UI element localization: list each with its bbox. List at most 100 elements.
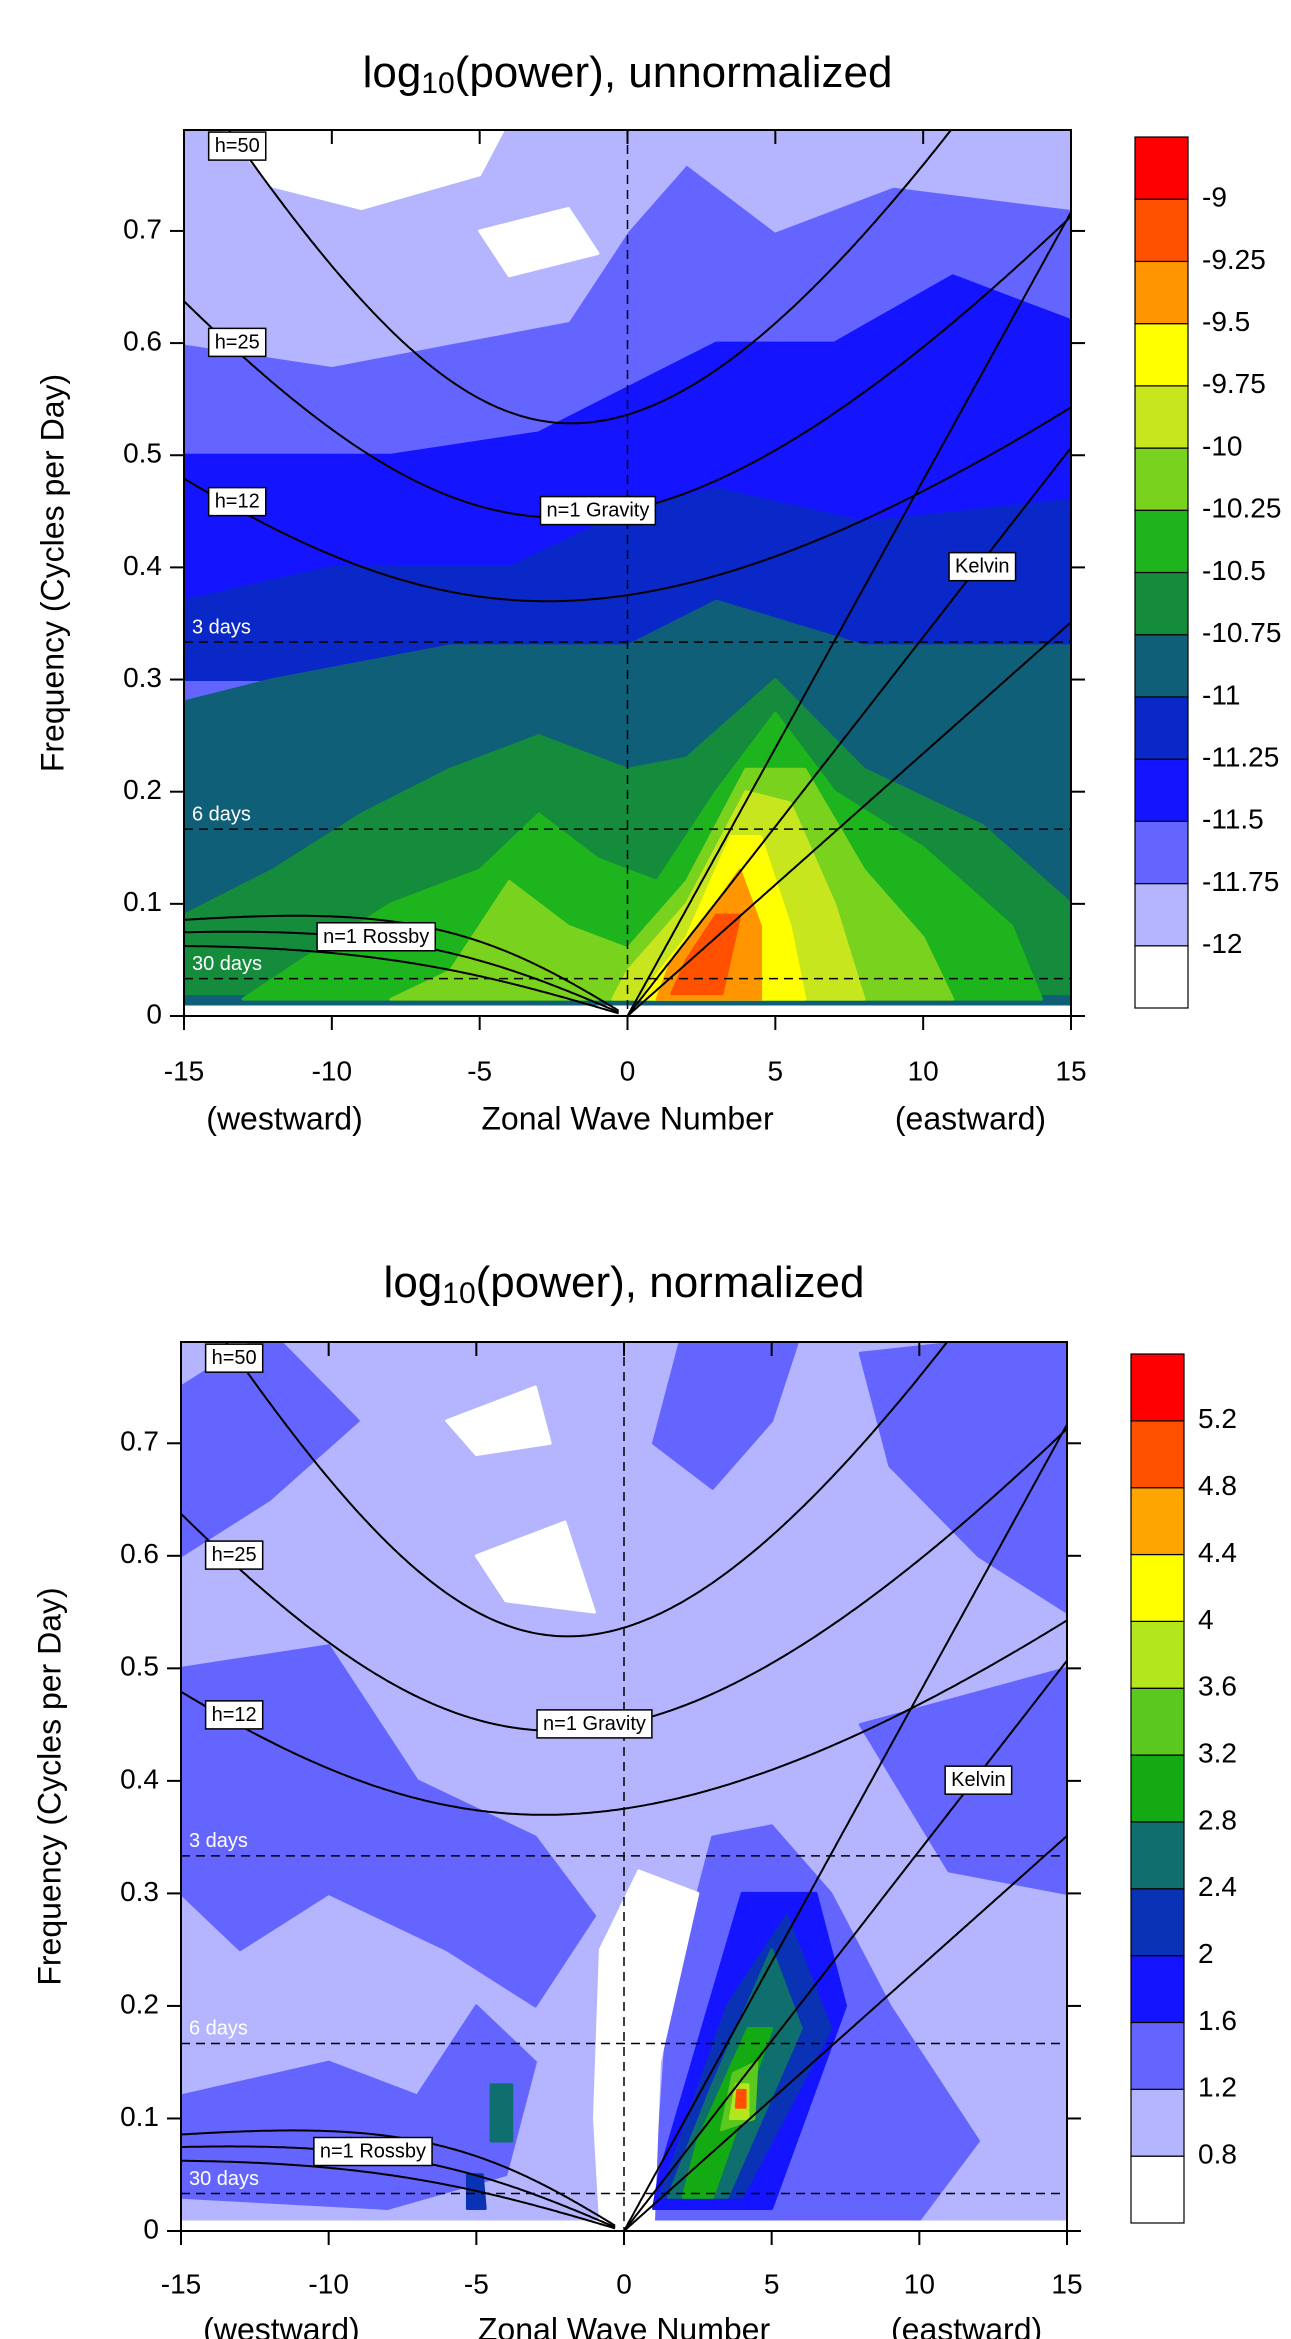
kelvin-curve (623, 1424, 1067, 2231)
colorbar-box (1130, 2155, 1185, 2224)
contour-region (221, 130, 506, 211)
x-tick-label: -5 (464, 2268, 489, 2299)
colorbar-box (1130, 1955, 1185, 2024)
depth-label-box (207, 486, 267, 517)
colorbar-label: -11.75 (1202, 866, 1279, 897)
contour-region (474, 1520, 596, 1614)
title-base: log (384, 1258, 443, 1307)
period-label: 30 days (189, 2168, 259, 2190)
x-tick-label: -10 (312, 1055, 352, 1086)
colorbar-box (1130, 1420, 1185, 1489)
contour-region (181, 2004, 537, 2210)
period-label: 6 days (192, 803, 251, 825)
colorbar-box (1130, 1821, 1185, 1890)
colorbar-box (1134, 882, 1189, 947)
colorbar-label: -10.25 (1202, 493, 1281, 524)
colorbar-box (1130, 1888, 1185, 1957)
x-tick-label: -10 (308, 2268, 348, 2299)
contour-region (489, 2083, 514, 2143)
x-tick-label: 0 (616, 2268, 632, 2299)
depth-label: h=25 (215, 331, 260, 353)
period-label: 6 days (189, 2018, 248, 2040)
rossby-label: n=1 Rossby (323, 926, 429, 948)
colorbar-label: -11.5 (1202, 804, 1264, 835)
colorbar-label: -10 (1202, 430, 1242, 461)
x-tick-label: 5 (768, 1055, 784, 1086)
y-tick-label: 0.1 (120, 2101, 159, 2132)
depth-label: h=12 (215, 491, 260, 513)
colorbar-box (1130, 1553, 1185, 1622)
colorbar-label: 4.8 (1198, 1470, 1237, 1501)
contour-region (181, 2220, 1067, 2231)
colorbar-box (1134, 945, 1189, 1009)
y-tick-label: 0 (146, 998, 162, 1029)
contour-region (445, 1385, 552, 1457)
x-tick-label: 15 (1051, 2268, 1082, 2299)
y-tick-label: 0.6 (123, 325, 162, 356)
title-subscript: 10 (421, 67, 454, 100)
colorbar-label: -9.25 (1202, 244, 1266, 275)
colorbar-label: 1.2 (1198, 2072, 1237, 2103)
colorbar-label: 4 (1198, 1604, 1214, 1635)
chart-title: log10(power), unnormalized (363, 48, 893, 100)
x-axis-note: (eastward) (895, 1100, 1046, 1136)
kelvin-label: Kelvin (951, 1769, 1005, 1791)
x-tick-label: 5 (764, 2268, 780, 2299)
rossby-curve (184, 945, 619, 1015)
gravity-label: n=1 Gravity (547, 500, 650, 522)
y-tick-label: 0.1 (123, 886, 162, 917)
x-tick-label: -15 (164, 1055, 204, 1086)
colorbar-label: -9 (1202, 182, 1227, 213)
gravity-curve (227, 130, 953, 425)
contour-region (184, 1005, 1071, 1016)
x-axis-label: Zonal Wave Number (478, 2311, 771, 2339)
colorbar-label: -10.75 (1202, 617, 1281, 648)
contour-region (734, 2088, 747, 2109)
y-axis-label: Frequency (Cycles per Day) (31, 1587, 67, 1985)
colorbar-label: -10.5 (1202, 555, 1266, 586)
colorbar-box (1134, 136, 1189, 200)
colorbar-label: 0.8 (1198, 2139, 1237, 2170)
chart-title: log10(power), normalized (384, 1258, 865, 1310)
kelvin-label: Kelvin (955, 556, 1009, 578)
x-axis-note: (eastward) (891, 2311, 1042, 2339)
colorbar-label: -11 (1202, 679, 1240, 710)
x-axis-note: (westward) (206, 1100, 362, 1136)
colorbar-box (1130, 2021, 1185, 2090)
period-label: 30 days (192, 953, 262, 975)
colorbar-box (1134, 198, 1189, 263)
colorbar-label: 1.6 (1198, 2005, 1237, 2036)
gravity-curve (184, 406, 1071, 603)
plot-area (184, 130, 1071, 1016)
title-base: log (363, 48, 422, 97)
colorbar-label: 2 (1198, 1938, 1214, 1969)
colorbar-label: 3.2 (1198, 1737, 1237, 1768)
colorbar-box (1130, 2088, 1185, 2157)
colorbar-box (1134, 571, 1189, 636)
colorbar-box (1130, 1754, 1185, 1823)
depth-label: h=12 (212, 1704, 257, 1726)
y-tick-label: 0.4 (123, 550, 162, 581)
y-tick-label: 0.7 (123, 213, 162, 244)
depth-label: h=50 (215, 135, 260, 157)
depth-label: h=50 (212, 1347, 257, 1369)
plot-area (181, 1342, 1067, 2231)
y-tick-label: 0 (143, 2213, 159, 2244)
title-rest: (power), unnormalized (455, 48, 893, 97)
rossby-label-box (313, 2136, 433, 2167)
colorbar-label: -9.75 (1202, 368, 1266, 399)
x-tick-label: -15 (161, 2268, 201, 2299)
gravity-label-box (539, 495, 657, 526)
rossby-curve (181, 2159, 616, 2230)
y-tick-label: 0.7 (120, 1426, 159, 1457)
contour-region (858, 1342, 1067, 1614)
y-tick-label: 0.2 (120, 1988, 159, 2019)
colorbar-label: 4.4 (1198, 1537, 1237, 1568)
rossby-label-box (316, 922, 437, 952)
x-tick-label: 0 (620, 1055, 636, 1086)
y-tick-label: 0.6 (120, 1538, 159, 1569)
colorbar-box (1134, 758, 1189, 822)
depth-label-box (207, 327, 267, 358)
